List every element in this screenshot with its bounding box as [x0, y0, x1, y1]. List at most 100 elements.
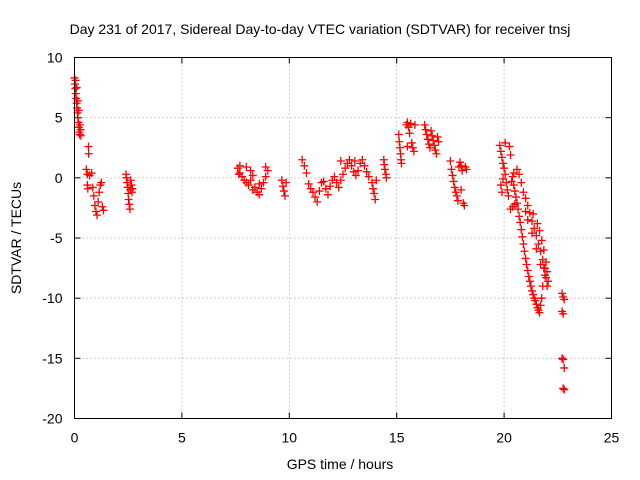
data-point: [248, 171, 257, 180]
data-point: [514, 205, 523, 214]
data-point: [523, 215, 532, 224]
data-point: [517, 225, 526, 234]
data-point: [429, 136, 438, 145]
data-point: [529, 290, 538, 299]
data-point: [259, 178, 268, 187]
data-point: [500, 164, 509, 173]
data-point: [525, 277, 534, 286]
data-point: [380, 165, 389, 174]
x-tick-label: 15: [389, 430, 405, 446]
data-point: [531, 296, 540, 305]
data-point: [89, 191, 98, 200]
data-point: [97, 178, 106, 187]
data-point: [257, 184, 266, 193]
data-point: [87, 169, 96, 178]
y-tick-label: -15: [42, 350, 62, 366]
data-point: [300, 161, 309, 170]
data-point: [234, 170, 243, 179]
axis-ticks: 0 5 10 15 20 25 -20 -15 -10 -5 0 5 10: [42, 50, 619, 446]
data-point: [536, 260, 545, 269]
data-point: [248, 185, 257, 194]
data-point: [336, 156, 345, 165]
data-point: [558, 289, 567, 298]
data-point: [127, 181, 136, 190]
data-point: [72, 83, 81, 92]
data-point: [448, 171, 457, 180]
data-point: [420, 120, 429, 129]
data-point: [539, 246, 548, 255]
data-point: [83, 170, 92, 179]
data-point: [529, 209, 538, 218]
data-point: [360, 161, 369, 170]
data-point: [506, 150, 515, 159]
data-point: [255, 190, 264, 199]
data-point: [558, 354, 567, 363]
data-point: [519, 188, 528, 197]
data-point: [517, 178, 526, 187]
data-point: [341, 164, 350, 173]
data-point: [235, 161, 244, 170]
data-point: [242, 163, 251, 172]
data-point: [339, 170, 347, 179]
data-point: [507, 177, 516, 186]
data-point: [526, 282, 535, 291]
data-point: [521, 207, 530, 216]
data-point: [362, 167, 371, 176]
data-point: [541, 258, 550, 267]
data-point: [450, 183, 459, 192]
data-point: [512, 199, 521, 208]
data-point: [95, 188, 104, 197]
data-point: [330, 172, 339, 181]
data-point: [536, 301, 545, 310]
data-point: [409, 147, 418, 156]
data-point: [73, 96, 82, 105]
data-point: [84, 142, 93, 151]
data-point: [560, 385, 569, 394]
x-tick-label: 10: [282, 430, 298, 446]
data-point: [521, 254, 530, 263]
data-point: [422, 130, 431, 139]
data-point: [497, 188, 506, 197]
data-point: [367, 178, 376, 187]
data-point: [281, 191, 290, 200]
data-point: [427, 126, 436, 135]
data-point: [71, 76, 80, 85]
data-point: [235, 169, 244, 178]
data-point: [544, 277, 553, 286]
data-point: [306, 184, 315, 193]
data-point: [428, 131, 437, 140]
data-point: [457, 161, 466, 170]
data-point: [382, 173, 391, 182]
data-point: [505, 142, 514, 151]
data-point: [326, 182, 335, 191]
data-point: [496, 147, 505, 156]
data-point: [431, 146, 440, 155]
data-point: [319, 177, 328, 186]
data-point: [560, 295, 569, 304]
data-point: [528, 217, 537, 226]
data-point: [277, 176, 286, 185]
data-point: [528, 286, 537, 295]
data-point: [559, 355, 568, 364]
data-point: [246, 166, 255, 175]
data-point: [128, 184, 137, 193]
data-point: [125, 205, 134, 214]
data-point: [519, 240, 528, 249]
data-point: [543, 282, 552, 291]
data-point: [403, 142, 412, 151]
data-point: [407, 138, 416, 147]
x-tick-label: 25: [604, 430, 620, 446]
data-point: [364, 172, 373, 181]
data-point: [559, 309, 568, 318]
data-point: [511, 193, 520, 202]
y-tick-label: -5: [50, 230, 63, 246]
data-point: [496, 181, 505, 190]
data-point: [315, 187, 324, 196]
y-tick-label: -10: [42, 290, 62, 306]
data-point: [94, 197, 103, 206]
data-point: [499, 159, 508, 168]
data-point: [453, 196, 462, 205]
x-tick-label: 5: [178, 430, 186, 446]
data-point: [433, 132, 442, 141]
data-point: [347, 161, 356, 170]
